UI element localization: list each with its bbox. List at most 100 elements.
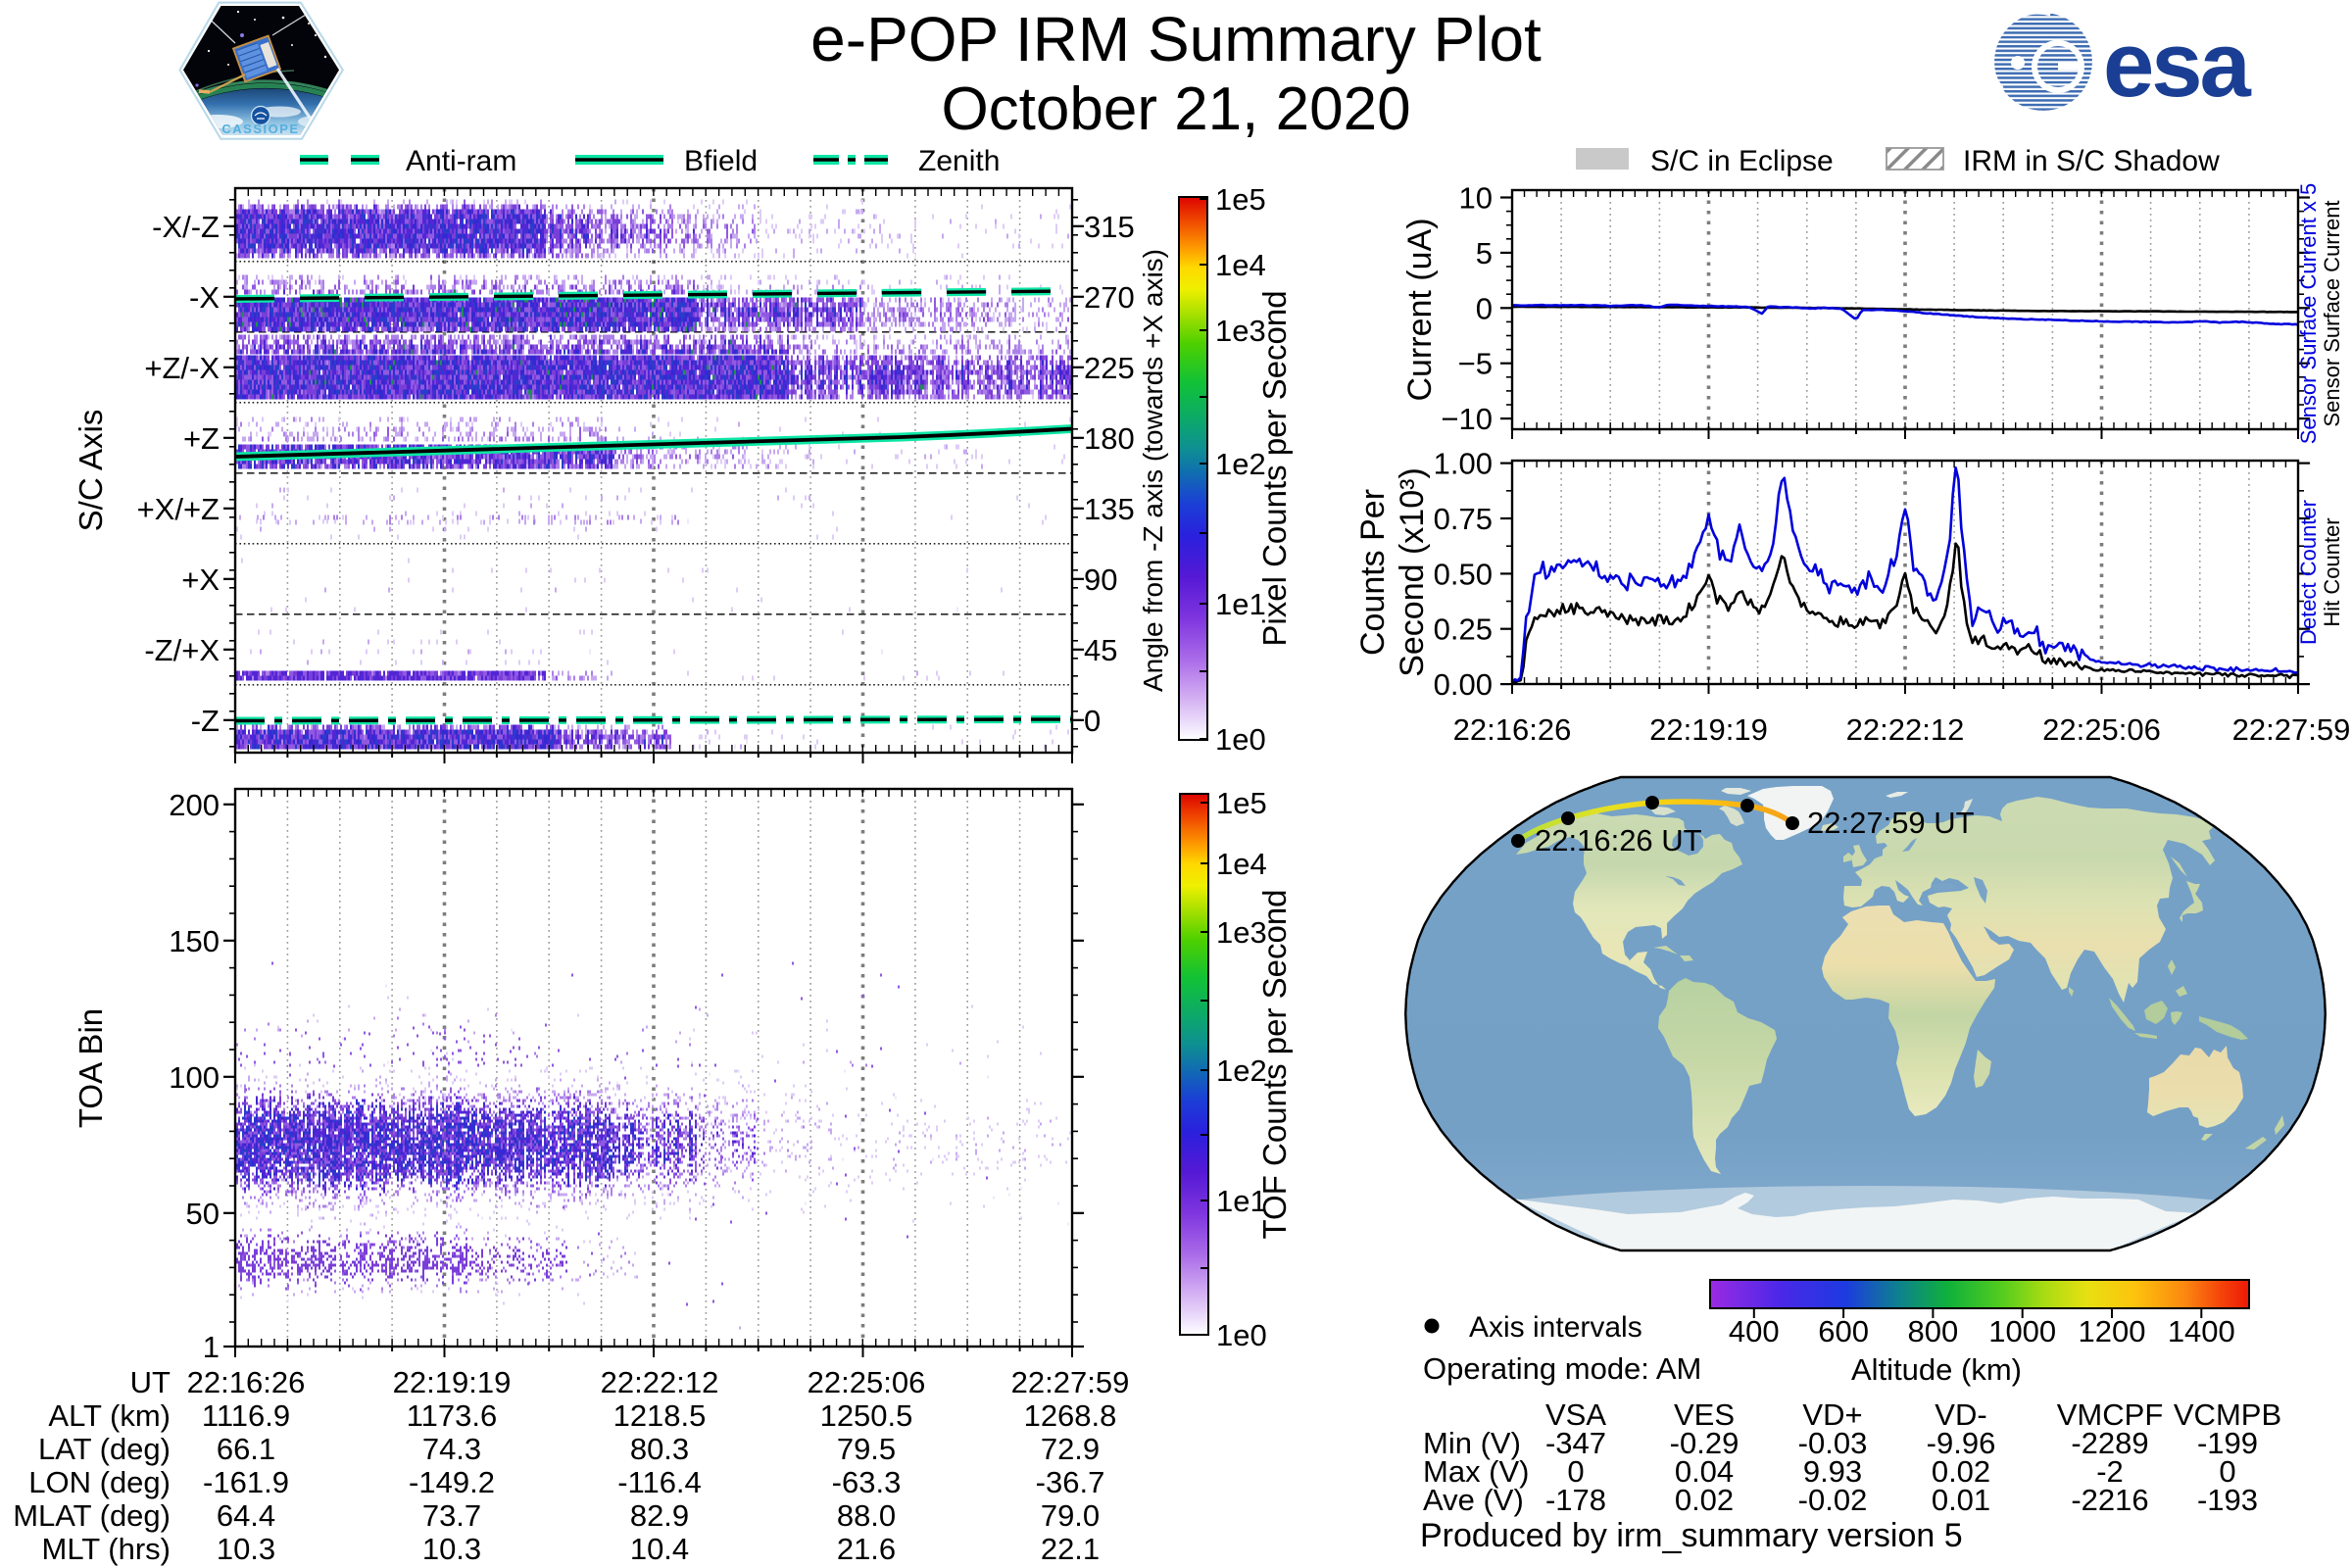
svg-text:400: 400 bbox=[1729, 1314, 1780, 1348]
svg-text:S/C in Eclipse: S/C in Eclipse bbox=[1650, 145, 1834, 177]
svg-text:1e3: 1e3 bbox=[1216, 915, 1267, 950]
svg-text:Min (V): Min (V) bbox=[1423, 1426, 1521, 1460]
svg-text:-Z: -Z bbox=[191, 704, 220, 738]
svg-text:Ave (V): Ave (V) bbox=[1423, 1483, 1524, 1517]
svg-text:800: 800 bbox=[1908, 1314, 1959, 1348]
svg-text:Axis intervals: Axis intervals bbox=[1469, 1311, 1642, 1344]
svg-text:600: 600 bbox=[1818, 1314, 1869, 1348]
svg-text:1e4: 1e4 bbox=[1215, 248, 1266, 282]
svg-text:1000: 1000 bbox=[1988, 1314, 2056, 1348]
svg-text:S/C Axis: S/C Axis bbox=[73, 410, 109, 532]
svg-text:0.25: 0.25 bbox=[1434, 612, 1493, 647]
svg-text:150: 150 bbox=[169, 924, 220, 958]
svg-text:66.1: 66.1 bbox=[217, 1432, 275, 1466]
svg-text:-161.9: -161.9 bbox=[203, 1465, 289, 1499]
svg-text:ALT (km): ALT (km) bbox=[48, 1398, 171, 1433]
svg-text:1e0: 1e0 bbox=[1216, 1318, 1267, 1352]
svg-text:1e5: 1e5 bbox=[1215, 182, 1266, 217]
svg-text:0.02: 0.02 bbox=[1932, 1454, 1990, 1489]
svg-text:-193: -193 bbox=[2197, 1483, 2258, 1517]
svg-text:Detect Counter: Detect Counter bbox=[2296, 500, 2321, 645]
svg-text:22:27:59: 22:27:59 bbox=[1011, 1365, 1130, 1399]
svg-text:IRM in S/C Shadow: IRM in S/C Shadow bbox=[1963, 145, 2220, 177]
svg-text:-63.3: -63.3 bbox=[832, 1465, 902, 1499]
svg-text:-116.4: -116.4 bbox=[617, 1465, 702, 1499]
svg-text:LON (deg): LON (deg) bbox=[28, 1465, 171, 1499]
svg-text:Counts Per: Counts Per bbox=[1354, 489, 1392, 656]
svg-text:MLT (hrs): MLT (hrs) bbox=[42, 1532, 171, 1566]
svg-text:1e1: 1e1 bbox=[1216, 1184, 1267, 1218]
svg-text:Bfield: Bfield bbox=[684, 145, 758, 177]
svg-text:+Z/-X: +Z/-X bbox=[144, 351, 220, 385]
svg-text:VCMPB: VCMPB bbox=[2174, 1397, 2281, 1432]
svg-text:315: 315 bbox=[1084, 210, 1135, 244]
svg-text:1e2: 1e2 bbox=[1216, 1054, 1267, 1088]
svg-text:-0.03: -0.03 bbox=[1798, 1426, 1868, 1460]
svg-text:225: 225 bbox=[1084, 351, 1135, 385]
svg-text:+X: +X bbox=[181, 563, 220, 597]
svg-text:200: 200 bbox=[169, 788, 220, 822]
svg-text:0.75: 0.75 bbox=[1434, 502, 1493, 536]
svg-text:1116.9: 1116.9 bbox=[202, 1398, 290, 1433]
svg-text:1e2: 1e2 bbox=[1215, 447, 1266, 481]
svg-text:+X/+Z: +X/+Z bbox=[137, 492, 220, 526]
svg-text:1218.5: 1218.5 bbox=[613, 1398, 707, 1433]
svg-text:22:25:06: 22:25:06 bbox=[2042, 712, 2161, 747]
svg-text:0.04: 0.04 bbox=[1675, 1454, 1734, 1489]
svg-text:Current (uA): Current (uA) bbox=[1401, 218, 1439, 401]
svg-text:100: 100 bbox=[169, 1060, 220, 1095]
svg-text:-2289: -2289 bbox=[2071, 1426, 2148, 1460]
svg-text:79.0: 79.0 bbox=[1041, 1498, 1100, 1533]
svg-text:1200: 1200 bbox=[2079, 1314, 2146, 1348]
svg-text:74.3: 74.3 bbox=[422, 1432, 481, 1466]
svg-text:80.3: 80.3 bbox=[630, 1432, 689, 1466]
svg-text:Produced by irm_summary versio: Produced by irm_summary version 5 bbox=[1420, 1517, 1963, 1554]
svg-text:10.3: 10.3 bbox=[422, 1532, 481, 1566]
svg-text:Max (V): Max (V) bbox=[1423, 1454, 1530, 1489]
svg-text:VD-: VD- bbox=[1935, 1397, 1986, 1432]
svg-text:22:16:26: 22:16:26 bbox=[187, 1365, 306, 1399]
svg-text:0.50: 0.50 bbox=[1434, 557, 1493, 591]
svg-text:TOF Counts per Second: TOF Counts per Second bbox=[1256, 889, 1293, 1239]
svg-text:135: 135 bbox=[1084, 492, 1135, 526]
svg-text:VSA: VSA bbox=[1545, 1397, 1606, 1432]
svg-text:10: 10 bbox=[1459, 181, 1493, 216]
svg-text:5: 5 bbox=[1476, 236, 1493, 270]
svg-text:Hit Counter: Hit Counter bbox=[2320, 517, 2344, 626]
svg-text:-2: -2 bbox=[2096, 1454, 2124, 1489]
svg-text:82.9: 82.9 bbox=[630, 1498, 689, 1533]
svg-text:esa: esa bbox=[2103, 13, 2252, 116]
svg-text:1.00: 1.00 bbox=[1434, 447, 1493, 481]
svg-text:1e3: 1e3 bbox=[1215, 314, 1266, 348]
svg-text:-199: -199 bbox=[2197, 1426, 2258, 1460]
svg-text:+Z: +Z bbox=[183, 421, 220, 456]
svg-text:Altitude (km): Altitude (km) bbox=[1851, 1352, 2022, 1387]
svg-text:180: 180 bbox=[1084, 421, 1135, 456]
svg-text:e-POP IRM Summary Plot: e-POP IRM Summary Plot bbox=[810, 4, 1542, 74]
svg-text:Sensor Surface Current: Sensor Surface Current bbox=[2320, 200, 2344, 426]
svg-text:79.5: 79.5 bbox=[837, 1432, 896, 1466]
svg-text:-178: -178 bbox=[1545, 1483, 1606, 1517]
svg-text:22:22:12: 22:22:12 bbox=[1846, 712, 1965, 747]
svg-text:0: 0 bbox=[1084, 704, 1101, 738]
svg-text:22:19:19: 22:19:19 bbox=[1649, 712, 1768, 747]
svg-text:1250.5: 1250.5 bbox=[820, 1398, 913, 1433]
svg-text:UT: UT bbox=[130, 1365, 171, 1399]
svg-text:64.4: 64.4 bbox=[217, 1498, 275, 1533]
svg-text:Angle from -Z axis (towards +X: Angle from -Z axis (towards +X axis) bbox=[1138, 249, 1168, 692]
svg-text:0.01: 0.01 bbox=[1932, 1483, 1990, 1517]
svg-text:9.93: 9.93 bbox=[1803, 1454, 1862, 1489]
svg-text:-0.29: -0.29 bbox=[1670, 1426, 1740, 1460]
svg-text:-149.2: -149.2 bbox=[409, 1465, 495, 1499]
svg-text:88.0: 88.0 bbox=[837, 1498, 896, 1533]
svg-text:1e4: 1e4 bbox=[1216, 847, 1267, 881]
svg-text:22:27:59: 22:27:59 bbox=[2232, 712, 2351, 747]
svg-text:-Z/+X: -Z/+X bbox=[144, 633, 220, 667]
svg-text:0.00: 0.00 bbox=[1434, 667, 1493, 702]
svg-text:10.3: 10.3 bbox=[217, 1532, 275, 1566]
svg-text:VD+: VD+ bbox=[1802, 1397, 1862, 1432]
svg-text:VMCPF: VMCPF bbox=[2057, 1397, 2164, 1432]
svg-text:October 21, 2020: October 21, 2020 bbox=[941, 75, 1410, 143]
svg-text:TOA Bin: TOA Bin bbox=[73, 1008, 109, 1128]
svg-text:270: 270 bbox=[1084, 280, 1135, 315]
